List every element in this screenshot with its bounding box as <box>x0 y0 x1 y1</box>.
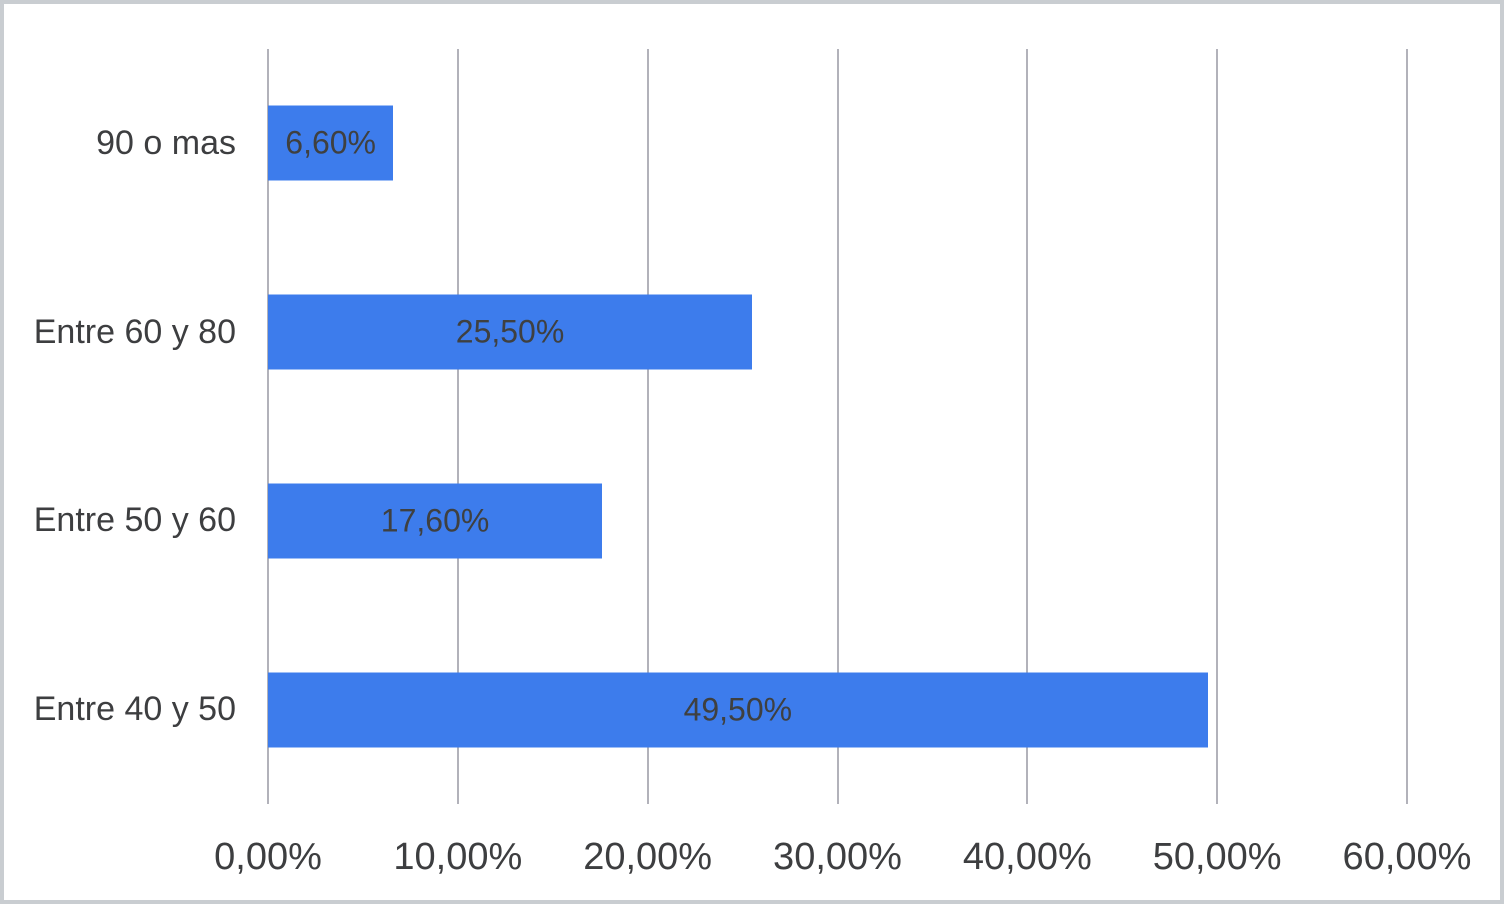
category-label: Entre 60 y 80 <box>33 312 236 351</box>
category-label-row: Entre 60 y 80 <box>4 238 236 427</box>
x-tick-label: 30,00% <box>773 836 902 878</box>
x-tick-label: 10,00% <box>393 836 523 878</box>
bar-row: 17,60% <box>268 427 1407 616</box>
gridline <box>836 49 839 804</box>
y-axis-labels: 90 o mas Entre 60 y 80 Entre 50 y 60 Entre … <box>4 49 236 804</box>
gridline <box>1026 49 1029 804</box>
x-tick-label: 60,00% <box>1342 836 1472 878</box>
bar: 17,60% <box>268 483 603 559</box>
data-label: 25,50% <box>455 313 565 350</box>
data-label: 17,60% <box>380 502 490 539</box>
bar: 49,50% <box>268 672 1208 748</box>
gridline <box>456 49 459 804</box>
bar-row: 6,60% <box>268 49 1407 238</box>
category-label-row: Entre 50 y 60 <box>4 427 236 616</box>
gridline <box>646 49 649 804</box>
x-tick-label: 40,00% <box>962 836 1092 878</box>
gridline <box>1216 49 1219 804</box>
category-label-row: 90 o mas <box>4 49 236 238</box>
x-tick-label: 0,00% <box>214 836 322 878</box>
data-label: 6,60% <box>285 124 376 161</box>
x-tick-label: 20,00% <box>583 836 713 878</box>
x-axis-tick-labels: 0,00% 10,00% 20,00% 30,00% 40,00% 50,00% 60,00… <box>214 836 1471 886</box>
bar: 6,60% <box>268 105 394 181</box>
bar-row: 49,50% <box>268 615 1407 804</box>
category-label: Entre 40 y 50 <box>33 690 236 729</box>
bar: 25,50% <box>268 294 753 370</box>
category-label: Entre 50 y 60 <box>33 501 236 540</box>
category-label: 90 o mas <box>96 123 236 162</box>
category-label-row: Entre 40 y 50 <box>4 615 236 804</box>
data-label: 49,50% <box>683 691 793 728</box>
plot-area: 6,60% 25,50% 17,60% 49,50% <box>267 49 1408 804</box>
gridline <box>267 49 269 804</box>
x-tick-label: 50,00% <box>1152 836 1282 878</box>
gridline <box>1406 49 1408 804</box>
bar-row: 25,50% <box>268 238 1407 427</box>
